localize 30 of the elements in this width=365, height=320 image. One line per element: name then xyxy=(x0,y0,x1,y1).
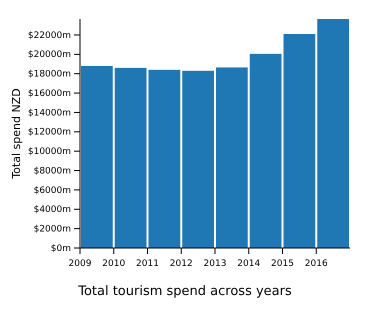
bar xyxy=(81,66,113,248)
y-tick-label: $18000m xyxy=(28,70,71,80)
y-tick-label: $10000m xyxy=(28,147,71,158)
y-tick-label: $16000m xyxy=(28,88,71,99)
bar xyxy=(250,54,282,248)
y-tick-label: $2000m xyxy=(34,224,71,235)
bar xyxy=(114,68,146,248)
y-tick-label: $0m xyxy=(50,244,71,254)
y-tick-label: $20000m xyxy=(28,50,71,60)
y-tick-label: $22000m xyxy=(28,30,71,41)
y-tick-label: $8000m xyxy=(34,166,71,176)
x-tick-label: 2013 xyxy=(204,259,226,269)
x-tick-label: 2012 xyxy=(170,259,193,269)
y-axis-title: Total spend NZD xyxy=(10,88,23,180)
x-tick-label: 2010 xyxy=(102,259,126,269)
y-tick-label: $12000m xyxy=(28,128,71,138)
text: Total tourism spend across years xyxy=(77,284,292,299)
y-tick-label: $4000m xyxy=(34,205,71,216)
bar xyxy=(284,34,316,248)
bar xyxy=(216,67,248,248)
y-tick-label: $6000m xyxy=(34,186,71,196)
bar xyxy=(182,70,214,248)
x-tick-label: 2009 xyxy=(68,259,92,269)
x-tick-label: 2015 xyxy=(271,259,294,269)
x-tick-label: 2014 xyxy=(237,259,260,269)
bar xyxy=(317,19,349,248)
bar xyxy=(148,70,180,248)
y-tick-label: $14000m xyxy=(28,108,71,118)
x-tick-label: 2011 xyxy=(136,259,159,269)
x-tick-label: 2016 xyxy=(304,259,328,269)
